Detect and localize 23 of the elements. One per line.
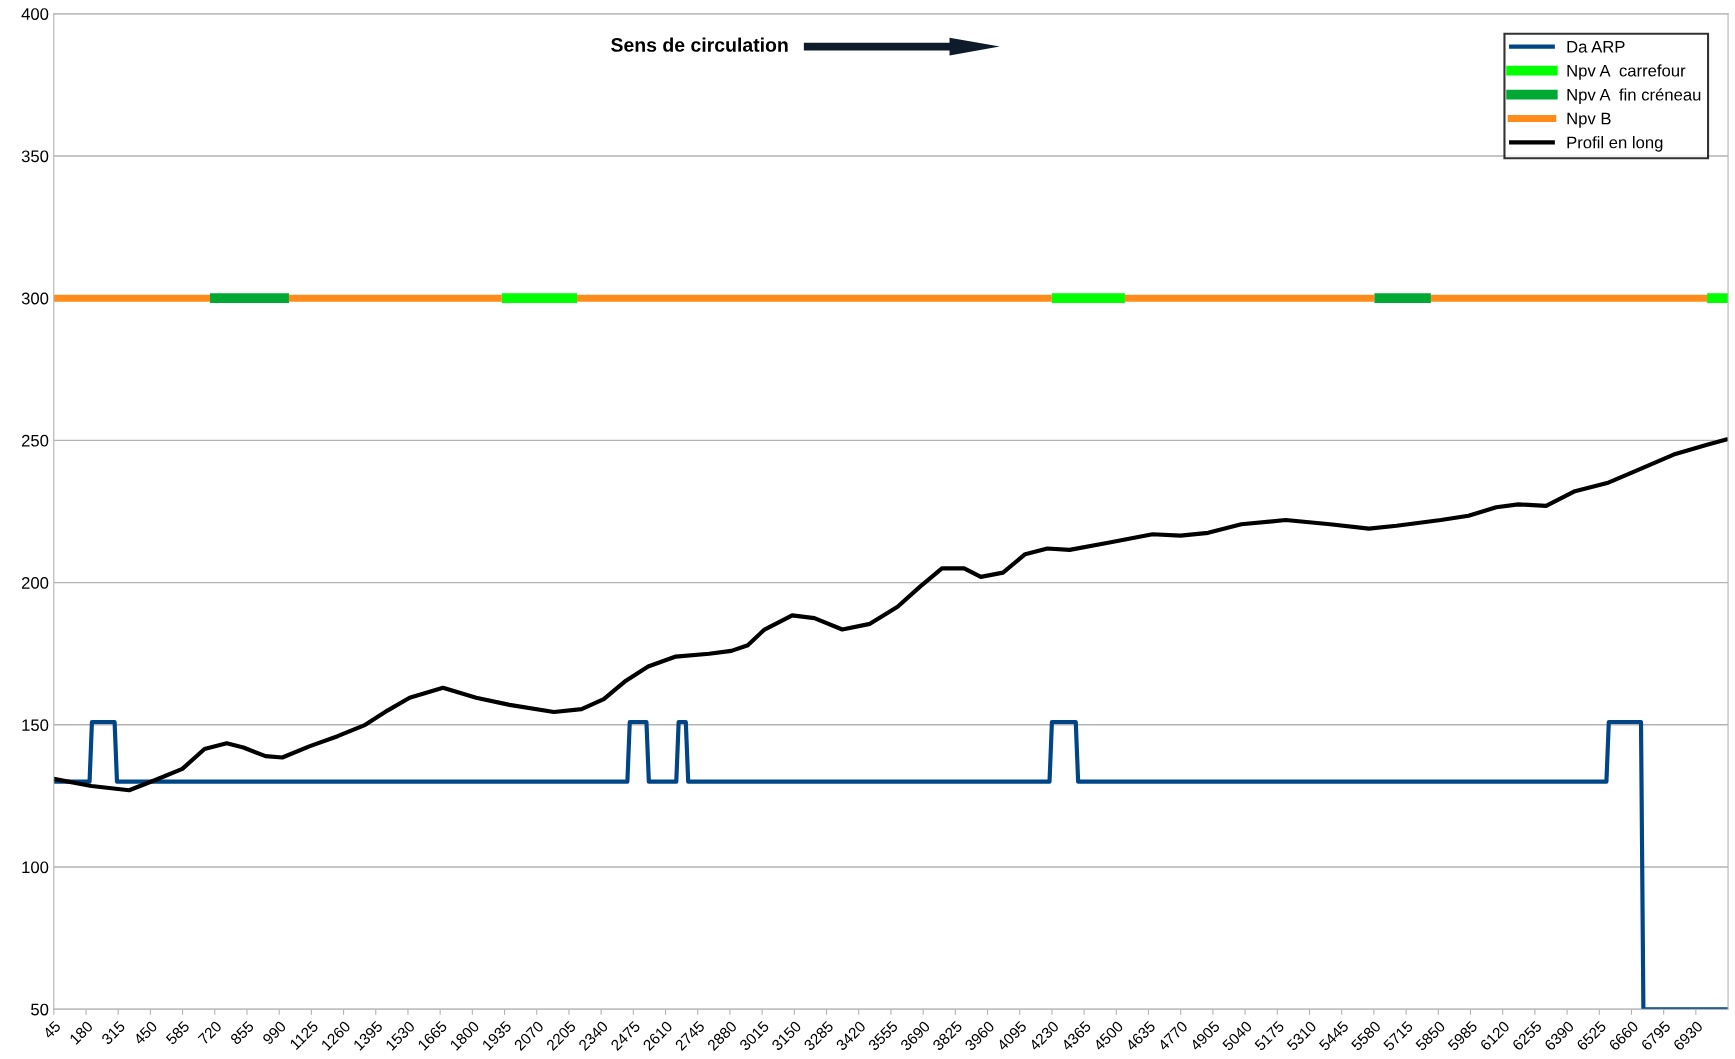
x-tick-label: 720 (197, 1020, 223, 1046)
y-tick-label: 50 (31, 1003, 49, 1016)
legend-label: Npv A fin créneau (1567, 88, 1701, 104)
x-tick-label: 315 (100, 1020, 126, 1046)
x-tick-label: 45 (42, 1020, 62, 1040)
legend-label: Npv A carrefour (1567, 64, 1686, 80)
legend-label: Da ARP (1567, 41, 1625, 53)
legend-label: Npv B (1567, 112, 1611, 128)
x-tick-label: 990 (261, 1020, 287, 1046)
y-tick-label: 100 (22, 861, 49, 874)
x-tick-label: 450 (132, 1020, 158, 1046)
annotation: Sens de circulation (611, 37, 788, 52)
x-tick-label: 585 (165, 1020, 191, 1046)
x-tick-label: 180 (69, 1020, 94, 1045)
line-series (53, 436, 1729, 793)
y-tick-label: 150 (22, 719, 49, 732)
y-tick-label: 300 (21, 292, 49, 305)
legend-label: Profil en long (1567, 136, 1663, 152)
x-tick-label: 855 (229, 1020, 255, 1046)
y-tick-label: 350 (21, 150, 49, 163)
y-tick-label: 400 (21, 8, 49, 20)
y-tick-label: 250 (21, 434, 49, 447)
y-tick-label: 200 (21, 577, 49, 589)
